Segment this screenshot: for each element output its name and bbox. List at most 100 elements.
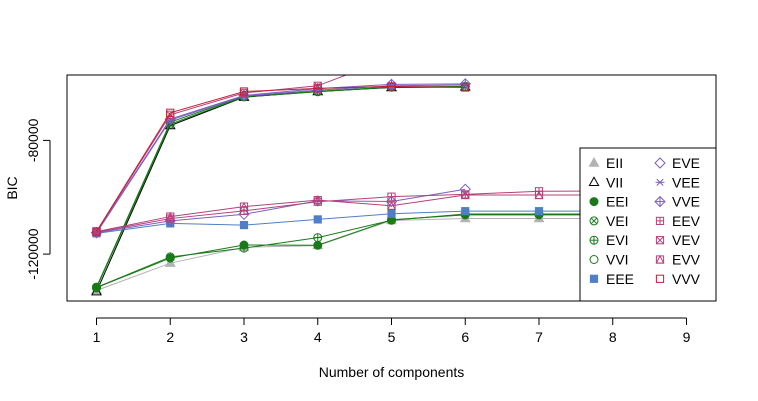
y-tick-label--120000: -120000: [25, 228, 41, 280]
marker-shape: [92, 282, 101, 292]
legend-label-vev: VEV: [672, 232, 701, 248]
series-vvv: [92, 82, 470, 236]
marker-cross-b: [92, 227, 101, 236]
marker-cross-b: [590, 217, 598, 225]
x-tick-label-6: 6: [461, 329, 469, 345]
legend-symbol-eve: [654, 157, 666, 169]
legend-item-evv: EVV: [655, 252, 701, 268]
legend-item-evi: EVI: [589, 232, 629, 248]
legend-symbol-vee: [655, 178, 665, 186]
marker-shape: [387, 82, 396, 91]
marker-shape: [313, 215, 322, 224]
point-vii-2: [164, 119, 176, 130]
marker-shape: [239, 87, 249, 96]
series-line-eve: [96, 188, 466, 234]
series-eve: [90, 183, 471, 239]
marker-shape: [388, 54, 395, 61]
point-eee-3: [239, 220, 249, 230]
legend-item-eee: EEE: [589, 271, 634, 287]
series-line-vvi: [96, 85, 466, 288]
legend-label-vvi: VVI: [606, 252, 629, 268]
legend-label-vvv: VVV: [672, 271, 701, 287]
legend-symbol-vvi: [589, 255, 599, 264]
point-evi-2: [165, 252, 175, 262]
point-vev-5: [388, 54, 395, 61]
legend-symbol-vev: [655, 236, 665, 245]
legend-symbol-evi: [589, 235, 599, 245]
marker-shape: [166, 108, 175, 117]
point-vvi-1: [92, 282, 101, 292]
x-tick-label-7: 7: [535, 329, 543, 345]
marker-shape: [461, 207, 470, 216]
y-tick-label--80000: -80000: [25, 118, 41, 162]
series-line-vev: [96, 75, 348, 233]
x-tick-label-2: 2: [166, 329, 174, 345]
point-evi-4: [313, 233, 323, 243]
point-evv-2: [165, 211, 175, 221]
marker-shape: [92, 227, 101, 236]
marker-shape: [589, 216, 599, 226]
series-line-vee: [96, 84, 466, 234]
marker-cross-b: [656, 236, 664, 245]
point-evv-4: [313, 195, 323, 205]
legend-symbol-vve: [654, 195, 666, 208]
series-vvi: [92, 81, 470, 292]
x-axis-title: Number of components: [319, 364, 465, 380]
point-vvv-5: [387, 82, 396, 91]
marker-inner: [534, 190, 544, 200]
marker-inner: [313, 195, 323, 205]
legend-item-vev: VEV: [655, 232, 701, 248]
legend: EII VII EEI VEI EVI VVI EEE EVE VEE VVE EEV VEV EVV V…: [579, 147, 717, 302]
legend-label-eve: EVE: [672, 155, 700, 171]
legend-item-vve: VVE: [654, 194, 700, 210]
legend-label-evv: EVV: [672, 252, 701, 268]
legend-item-vei: VEI: [589, 213, 629, 229]
point-evv-6: [460, 190, 470, 200]
series-line-vii: [96, 86, 466, 292]
x-tick-label-8: 8: [609, 329, 617, 345]
series-vve: [90, 78, 471, 239]
point-eee-5: [387, 209, 396, 218]
series-layer: [90, 54, 692, 296]
marker-cross-a: [388, 54, 395, 61]
legend-box: [579, 147, 717, 302]
series-line-vvv: [96, 85, 466, 232]
legend-symbol-vii: [588, 176, 600, 186]
legend-item-eve: EVE: [654, 155, 700, 171]
marker-shape: [461, 83, 470, 92]
legend-symbol-eev: [655, 216, 665, 226]
series-vei: [92, 82, 470, 293]
x-tick-label-9: 9: [683, 329, 691, 345]
marker-inner: [239, 201, 249, 211]
marker-inner: [165, 211, 175, 221]
point-eei-4: [313, 240, 323, 250]
legend-label-vei: VEI: [606, 213, 629, 229]
point-vvv-3: [239, 87, 249, 96]
point-evi-3: [239, 243, 249, 253]
point-evv-5: [387, 201, 396, 210]
marker-shape: [588, 176, 600, 186]
marker-shape: [313, 84, 322, 93]
point-eee-4: [313, 215, 322, 224]
point-evv-3: [239, 201, 249, 211]
point-vvv-1: [92, 227, 101, 236]
legend-symbol-vvv: [655, 274, 665, 283]
marker-shape: [655, 236, 665, 245]
x-tick-label-1: 1: [93, 329, 101, 345]
point-eev-3: [239, 206, 249, 215]
marker-shape: [655, 274, 665, 283]
marker-shape: [588, 156, 600, 167]
legend-item-eii: EII: [588, 155, 623, 171]
y-axis-title: BIC: [4, 176, 20, 199]
marker-cross-b: [388, 54, 395, 61]
legend-item-vvv: VVV: [655, 271, 701, 287]
marker-shape: [589, 197, 599, 207]
x-tick-label-3: 3: [240, 329, 248, 345]
x-tick-label-4: 4: [314, 329, 322, 345]
legend-label-vee: VEE: [672, 174, 700, 190]
legend-item-vii: VII: [588, 174, 623, 190]
marker-shape: [239, 220, 249, 230]
point-evv-7: [534, 190, 544, 200]
legend-label-evi: EVI: [606, 232, 629, 248]
